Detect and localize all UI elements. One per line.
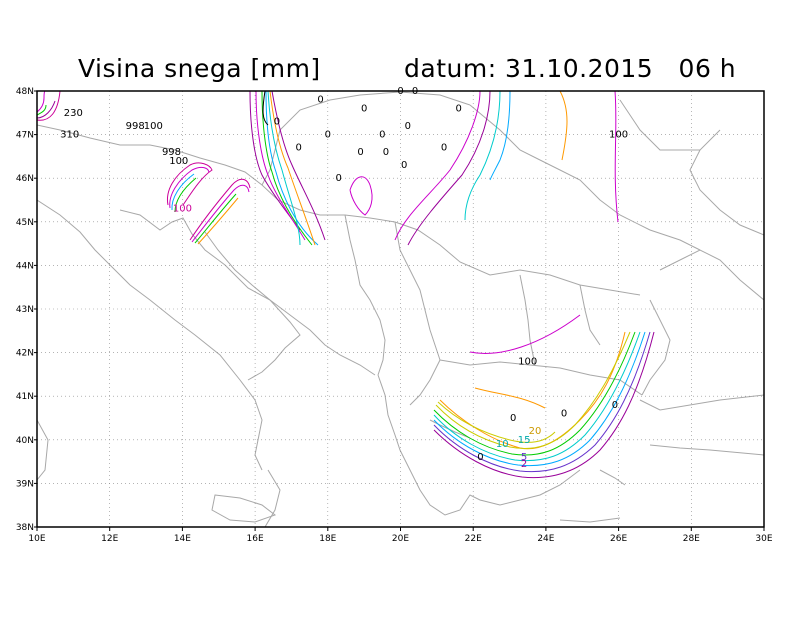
contour-label: 230: [64, 108, 83, 119]
contour-label: 0: [612, 400, 618, 411]
contour-label: 0: [379, 130, 385, 141]
contour-label: 0: [296, 143, 302, 154]
x-tick-label: 28E: [683, 534, 700, 544]
contour-label: 0: [561, 409, 567, 420]
contour-label: 100: [169, 156, 188, 167]
contour-label: 0: [455, 103, 461, 114]
contour-label: 310: [60, 130, 79, 141]
contour-label: 100: [144, 121, 163, 132]
contour-label: 0: [325, 130, 331, 141]
y-tick-label: 43N: [16, 305, 34, 315]
contour-label: 0: [441, 143, 447, 154]
contour-label: 0: [336, 173, 342, 184]
y-tick-label: 38N: [16, 523, 34, 533]
contour-label: 0: [412, 86, 418, 97]
contour-label: 20: [529, 426, 542, 437]
y-tick-label: 40N: [16, 436, 34, 446]
contour-label: 10: [496, 439, 509, 450]
map-gridlines: [37, 91, 764, 527]
x-tick-label: 12E: [101, 534, 118, 544]
x-axis-ticks: 10E 12E 14E 16E 18E 20E 22E 24E 26E 28E 30E: [28, 527, 773, 544]
x-tick-label: 30E: [755, 534, 772, 544]
contour-label: 0: [357, 147, 363, 158]
contour-label: 0: [317, 95, 323, 106]
x-tick-label: 20E: [392, 534, 409, 544]
y-tick-label: 39N: [16, 479, 34, 489]
x-tick-label: 18E: [319, 534, 336, 544]
y-tick-label: 45N: [16, 218, 34, 228]
y-tick-label: 48N: [16, 87, 34, 97]
x-tick-label: 22E: [465, 534, 482, 544]
contour-label: 0: [383, 147, 389, 158]
contour-label: 0: [401, 160, 407, 171]
x-tick-label: 10E: [28, 534, 45, 544]
y-tick-label: 44N: [16, 261, 34, 271]
contour-label: 2: [521, 459, 527, 470]
contour-label: 0: [274, 117, 280, 128]
contour-label: 0: [477, 452, 483, 463]
contour-label: 15: [518, 435, 531, 446]
y-tick-label: 47N: [16, 131, 34, 141]
contour-label: 100: [609, 130, 628, 141]
x-tick-label: 16E: [247, 534, 264, 544]
map-title: Visina snega [mm]: [78, 54, 321, 83]
contour-label: 100: [518, 356, 537, 367]
y-axis-ticks: 38N 39N 40N 41N 42N 43N 44N 45N 46N 47N 48N: [16, 87, 37, 533]
y-tick-label: 41N: [16, 392, 34, 402]
contour-label: 0: [405, 121, 411, 132]
contour-label: 998: [162, 147, 181, 158]
contour-label: 998: [126, 121, 145, 132]
contour-label: 100: [173, 204, 192, 215]
coastlines-borders: [37, 91, 764, 527]
x-tick-label: 14E: [174, 534, 191, 544]
contour-label: 0: [510, 413, 516, 424]
map-datetime: datum: 31.10.2015 06 h: [404, 54, 737, 83]
y-tick-label: 42N: [16, 349, 34, 359]
contour-label: 5: [521, 452, 527, 463]
snow-contours: [37, 91, 655, 479]
contour-label: 0: [397, 86, 403, 97]
x-tick-label: 26E: [610, 534, 627, 544]
y-tick-label: 46N: [16, 174, 34, 184]
contour-label: 0: [361, 103, 367, 114]
x-tick-label: 24E: [537, 534, 554, 544]
